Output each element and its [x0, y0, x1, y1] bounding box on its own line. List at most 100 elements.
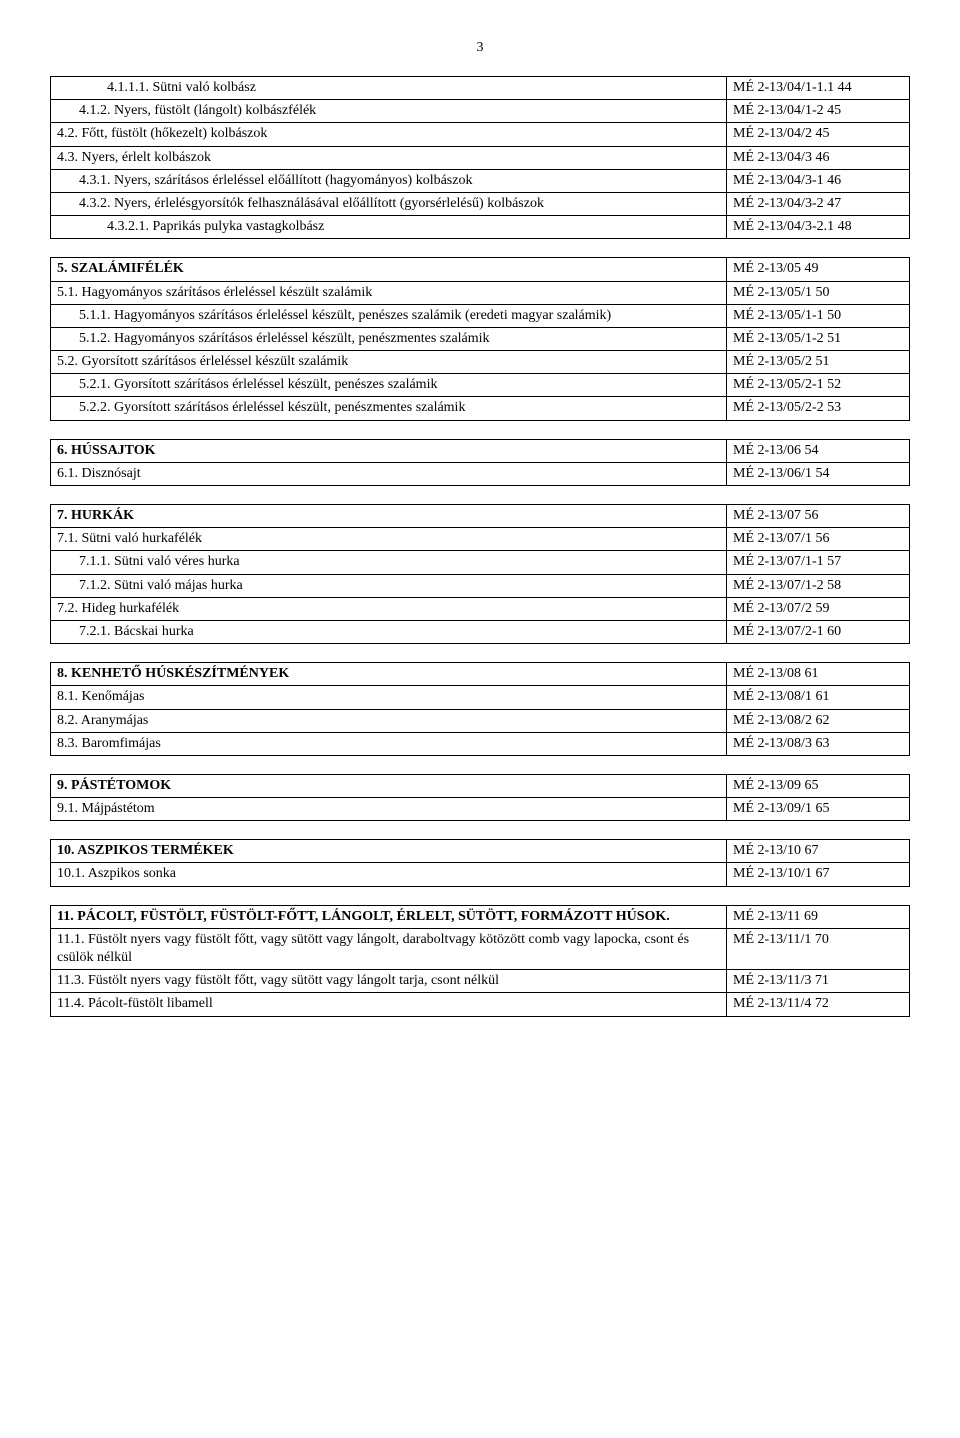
row-label: 4.3.1. Nyers, szárításos érleléssel előá…: [51, 169, 727, 192]
table-row: 10.1. Aszpikos sonkaMÉ 2-13/10/1 67: [51, 863, 910, 886]
table-row: 7.1.1. Sütni való véres hurkaMÉ 2-13/07/…: [51, 551, 910, 574]
row-label: 11.1. Füstölt nyers vagy füstölt főtt, v…: [51, 928, 727, 969]
row-label: 8. KENHETŐ HÚSKÉSZÍTMÉNYEK: [51, 663, 727, 686]
row-label: 5.1. Hagyományos szárításos érleléssel k…: [51, 281, 727, 304]
table-row: 7.1.2. Sütni való májas hurkaMÉ 2-13/07/…: [51, 574, 910, 597]
table-row: 5. SZALÁMIFÉLÉKMÉ 2-13/05 49: [51, 258, 910, 281]
row-label: 5.2.2. Gyorsított szárításos érleléssel …: [51, 397, 727, 420]
row-code: MÉ 2-13/05/1-1 50: [727, 304, 910, 327]
table-row: 4.2. Főtt, füstölt (hőkezelt) kolbászokM…: [51, 123, 910, 146]
row-code: MÉ 2-13/10/1 67: [727, 863, 910, 886]
table-row: 8.3. BaromfimájasMÉ 2-13/08/3 63: [51, 732, 910, 755]
row-label: 4.1.1.1. Sütni való kolbász: [51, 77, 727, 100]
row-code: MÉ 2-13/07/1-2 58: [727, 574, 910, 597]
row-label: 5.2.1. Gyorsított szárításos érleléssel …: [51, 374, 727, 397]
row-label: 11.3. Füstölt nyers vagy füstölt főtt, v…: [51, 970, 727, 993]
row-code: MÉ 2-13/08 61: [727, 663, 910, 686]
row-label: 7.1. Sütni való hurkafélék: [51, 528, 727, 551]
row-code: MÉ 2-13/04/3-1 46: [727, 169, 910, 192]
row-label: 4.1.2. Nyers, füstölt (lángolt) kolbászf…: [51, 100, 727, 123]
toc-table: 10. ASZPIKOS TERMÉKEKMÉ 2-13/10 6710.1. …: [50, 839, 910, 886]
toc-table: 5. SZALÁMIFÉLÉKMÉ 2-13/05 495.1. Hagyomá…: [50, 257, 910, 420]
toc-table: 8. KENHETŐ HÚSKÉSZÍTMÉNYEKMÉ 2-13/08 618…: [50, 662, 910, 756]
row-code: MÉ 2-13/05/1 50: [727, 281, 910, 304]
row-code: MÉ 2-13/06/1 54: [727, 462, 910, 485]
toc-table: 11. PÁCOLT, FÜSTÖLT, FÜSTÖLT-FŐTT, LÁNGO…: [50, 905, 910, 1017]
row-code: MÉ 2-13/07 56: [727, 505, 910, 528]
table-row: 7.2. Hideg hurkafélékMÉ 2-13/07/2 59: [51, 597, 910, 620]
row-label: 8.2. Aranymájas: [51, 709, 727, 732]
row-code: MÉ 2-13/04/3 46: [727, 146, 910, 169]
table-row: 4.1.2. Nyers, füstölt (lángolt) kolbászf…: [51, 100, 910, 123]
row-label: 7.1.1. Sütni való véres hurka: [51, 551, 727, 574]
row-code: MÉ 2-13/10 67: [727, 840, 910, 863]
row-code: MÉ 2-13/11/1 70: [727, 928, 910, 969]
table-row: 11. PÁCOLT, FÜSTÖLT, FÜSTÖLT-FŐTT, LÁNGO…: [51, 905, 910, 928]
row-label: 9.1. Májpástétom: [51, 798, 727, 821]
row-code: MÉ 2-13/09/1 65: [727, 798, 910, 821]
row-label: 11. PÁCOLT, FÜSTÖLT, FÜSTÖLT-FŐTT, LÁNGO…: [51, 905, 727, 928]
row-code: MÉ 2-13/11/4 72: [727, 993, 910, 1016]
table-row: 11.3. Füstölt nyers vagy füstölt főtt, v…: [51, 970, 910, 993]
row-code: MÉ 2-13/04/3-2.1 48: [727, 216, 910, 239]
row-label: 8.1. Kenőmájas: [51, 686, 727, 709]
row-code: MÉ 2-13/08/3 63: [727, 732, 910, 755]
table-row: 9.1. MájpástétomMÉ 2-13/09/1 65: [51, 798, 910, 821]
table-row: 8.1. KenőmájasMÉ 2-13/08/1 61: [51, 686, 910, 709]
table-row: 4.1.1.1. Sütni való kolbászMÉ 2-13/04/1-…: [51, 77, 910, 100]
row-code: MÉ 2-13/09 65: [727, 774, 910, 797]
row-code: MÉ 2-13/05/2 51: [727, 351, 910, 374]
row-label: 6.1. Disznósajt: [51, 462, 727, 485]
table-row: 5.1. Hagyományos szárításos érleléssel k…: [51, 281, 910, 304]
table-row: 8.2. AranymájasMÉ 2-13/08/2 62: [51, 709, 910, 732]
row-label: 10.1. Aszpikos sonka: [51, 863, 727, 886]
toc-table: 4.1.1.1. Sütni való kolbászMÉ 2-13/04/1-…: [50, 76, 910, 239]
toc-tables-container: 4.1.1.1. Sütni való kolbászMÉ 2-13/04/1-…: [50, 76, 910, 1017]
row-label: 8.3. Baromfimájas: [51, 732, 727, 755]
row-code: MÉ 2-13/04/1-2 45: [727, 100, 910, 123]
row-label: 4.2. Főtt, füstölt (hőkezelt) kolbászok: [51, 123, 727, 146]
row-label: 7.1.2. Sütni való májas hurka: [51, 574, 727, 597]
row-label: 7. HURKÁK: [51, 505, 727, 528]
row-code: MÉ 2-13/07/1 56: [727, 528, 910, 551]
table-row: 5.2.2. Gyorsított szárításos érleléssel …: [51, 397, 910, 420]
toc-table: 6. HÚSSAJTOKMÉ 2-13/06 546.1. Disznósajt…: [50, 439, 910, 486]
table-row: 6. HÚSSAJTOKMÉ 2-13/06 54: [51, 439, 910, 462]
row-label: 11.4. Pácolt-füstölt libamell: [51, 993, 727, 1016]
row-code: MÉ 2-13/11/3 71: [727, 970, 910, 993]
row-code: MÉ 2-13/05/2-1 52: [727, 374, 910, 397]
row-label: 7.2.1. Bácskai hurka: [51, 620, 727, 643]
toc-table: 7. HURKÁKMÉ 2-13/07 567.1. Sütni való hu…: [50, 504, 910, 644]
row-code: MÉ 2-13/04/2 45: [727, 123, 910, 146]
row-label: 4.3.2. Nyers, érlelésgyorsítók felhaszná…: [51, 192, 727, 215]
table-row: 5.1.2. Hagyományos szárításos érleléssel…: [51, 327, 910, 350]
row-code: MÉ 2-13/08/1 61: [727, 686, 910, 709]
table-row: 8. KENHETŐ HÚSKÉSZÍTMÉNYEKMÉ 2-13/08 61: [51, 663, 910, 686]
row-label: 5.1.1. Hagyományos szárításos érleléssel…: [51, 304, 727, 327]
row-label: 7.2. Hideg hurkafélék: [51, 597, 727, 620]
row-code: MÉ 2-13/05 49: [727, 258, 910, 281]
toc-table: 9. PÁSTÉTOMOKMÉ 2-13/09 659.1. Májpástét…: [50, 774, 910, 821]
table-row: 4.3.2. Nyers, érlelésgyorsítók felhaszná…: [51, 192, 910, 215]
table-row: 5.2.1. Gyorsított szárításos érleléssel …: [51, 374, 910, 397]
table-row: 10. ASZPIKOS TERMÉKEKMÉ 2-13/10 67: [51, 840, 910, 863]
row-code: MÉ 2-13/11 69: [727, 905, 910, 928]
table-row: 7.1. Sütni való hurkafélékMÉ 2-13/07/1 5…: [51, 528, 910, 551]
table-row: 5.2. Gyorsított szárításos érleléssel ké…: [51, 351, 910, 374]
row-label: 5.1.2. Hagyományos szárításos érleléssel…: [51, 327, 727, 350]
row-code: MÉ 2-13/08/2 62: [727, 709, 910, 732]
row-code: MÉ 2-13/04/3-2 47: [727, 192, 910, 215]
row-label: 6. HÚSSAJTOK: [51, 439, 727, 462]
row-label: 9. PÁSTÉTOMOK: [51, 774, 727, 797]
row-label: 4.3. Nyers, érlelt kolbászok: [51, 146, 727, 169]
table-row: 7.2.1. Bácskai hurkaMÉ 2-13/07/2-1 60: [51, 620, 910, 643]
row-label: 4.3.2.1. Paprikás pulyka vastagkolbász: [51, 216, 727, 239]
table-row: 5.1.1. Hagyományos szárításos érleléssel…: [51, 304, 910, 327]
row-code: MÉ 2-13/07/2 59: [727, 597, 910, 620]
row-code: MÉ 2-13/07/2-1 60: [727, 620, 910, 643]
table-row: 11.4. Pácolt-füstölt libamellMÉ 2-13/11/…: [51, 993, 910, 1016]
row-code: MÉ 2-13/05/1-2 51: [727, 327, 910, 350]
table-row: 4.3.2.1. Paprikás pulyka vastagkolbászMÉ…: [51, 216, 910, 239]
row-code: MÉ 2-13/04/1-1.1 44: [727, 77, 910, 100]
table-row: 4.3. Nyers, érlelt kolbászokMÉ 2-13/04/3…: [51, 146, 910, 169]
